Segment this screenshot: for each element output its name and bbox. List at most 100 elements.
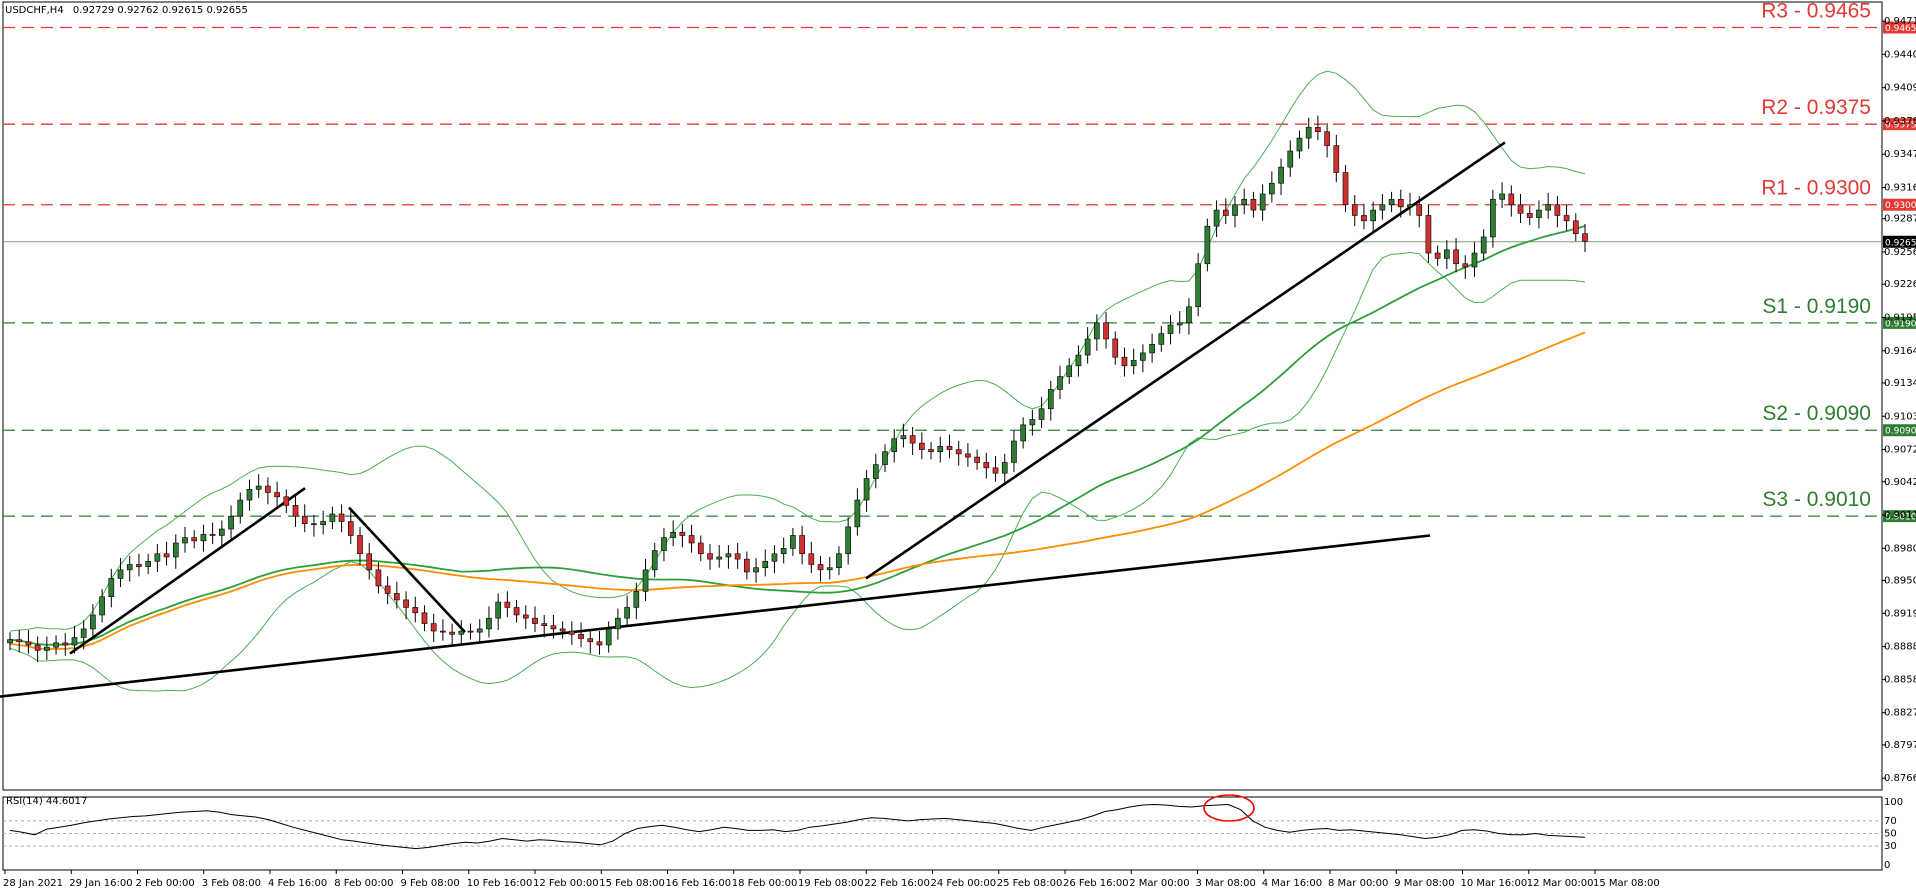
bull-candle-body <box>1075 354 1082 367</box>
bear-candle-body <box>311 523 317 526</box>
bear-candle-body <box>301 515 308 524</box>
bull-candle-body <box>108 578 115 597</box>
bull-candle-body <box>863 478 870 501</box>
bull-candle-body <box>633 591 640 608</box>
bull-candle-body <box>900 435 907 440</box>
candle <box>126 555 133 582</box>
candle <box>753 558 759 583</box>
bollinger-lower-line <box>9 251 1586 692</box>
candle <box>1140 344 1146 373</box>
level-label-1: R3 - 0.9465 <box>1761 0 1871 23</box>
bull-candle-body <box>1186 306 1192 324</box>
bull-candle-body <box>845 526 851 555</box>
x-tick-label: 2 Feb 00:00 <box>136 878 195 889</box>
bear-candle-body <box>744 558 750 573</box>
candle <box>522 605 529 629</box>
ma-green-line <box>9 225 1586 646</box>
candle <box>1149 333 1155 363</box>
bear-candle-body <box>532 617 538 624</box>
x-tick-label: 3 Mar 08:00 <box>1196 878 1256 889</box>
candle <box>1499 182 1505 208</box>
candle <box>679 523 686 548</box>
candle <box>34 636 41 663</box>
bull-candle-body <box>1379 204 1386 211</box>
bear-candle-body <box>1342 172 1349 206</box>
level-label-6: S3 - 0.9010 <box>1762 488 1871 511</box>
candle <box>909 427 916 455</box>
chart-symbol: USDCHF,H4 <box>5 5 64 16</box>
candle <box>1315 115 1321 141</box>
candle <box>1232 196 1238 228</box>
bull-candle-body <box>1176 322 1183 326</box>
candle <box>265 477 271 505</box>
candle <box>1480 229 1487 261</box>
candle <box>845 517 851 565</box>
bear-candle-body <box>375 569 382 587</box>
current-price-tag-box <box>1883 235 1916 248</box>
bear-candle-body <box>1112 338 1119 358</box>
candle <box>1269 171 1275 203</box>
candle <box>882 444 888 473</box>
bull-candle-body <box>716 556 723 560</box>
bull-candle-body <box>605 628 612 646</box>
bull-candle-body <box>1094 322 1100 340</box>
bear-candle-body <box>983 462 990 469</box>
bull-candle-body <box>891 438 898 453</box>
bull-candle-body <box>1084 338 1091 356</box>
bull-candle-body <box>219 528 225 536</box>
candle <box>532 606 538 633</box>
candle <box>209 522 216 545</box>
candle <box>937 436 944 463</box>
candle <box>16 629 23 653</box>
bull-candle-body <box>1204 225 1211 265</box>
x-tick-label: 8 Feb 00:00 <box>334 878 393 889</box>
candle <box>900 423 907 448</box>
bull-candle-body <box>1259 193 1266 211</box>
candle <box>1490 189 1496 248</box>
bear-candle-body <box>679 531 686 536</box>
bear-candle-body <box>559 628 566 632</box>
bear-candle-body <box>587 638 594 643</box>
candle <box>200 524 207 552</box>
bear-candle-body <box>1416 204 1423 216</box>
bull-candle-body <box>1370 209 1376 222</box>
bull-candle-body <box>670 531 676 538</box>
candle <box>624 595 630 627</box>
candle <box>688 524 695 553</box>
rsi-tick-label: 30 <box>1884 841 1897 852</box>
x-tick-label: 19 Feb 08:00 <box>798 878 864 889</box>
bull-candle-body <box>237 499 244 517</box>
candle <box>237 492 244 524</box>
bull-candle-body <box>624 607 630 619</box>
bull-candle-body <box>44 646 50 651</box>
bull-candle-body <box>80 628 87 638</box>
bear-candle-body <box>274 492 280 498</box>
candle <box>246 479 253 511</box>
bull-candle-body <box>1167 324 1174 334</box>
candle <box>1121 347 1128 377</box>
bull-candle-body <box>126 564 133 571</box>
y-tick-label: 0.89195 <box>1884 608 1916 619</box>
candle <box>615 608 621 640</box>
bear-candle-body <box>1397 199 1404 208</box>
candle <box>412 596 419 623</box>
bear-candle-body <box>357 535 363 555</box>
candle <box>559 621 566 639</box>
bear-candle-body <box>1361 215 1367 222</box>
bear-candle-body <box>366 553 373 571</box>
candle <box>1047 380 1054 421</box>
x-tick-label: 2 Mar 00:00 <box>1129 878 1189 889</box>
bear-candle-body <box>449 631 455 635</box>
candle <box>1545 192 1551 219</box>
candle <box>1287 140 1294 177</box>
trend-line-2 <box>69 487 306 655</box>
bear-candle-body <box>1222 209 1229 216</box>
bull-candle-body <box>1001 462 1008 474</box>
